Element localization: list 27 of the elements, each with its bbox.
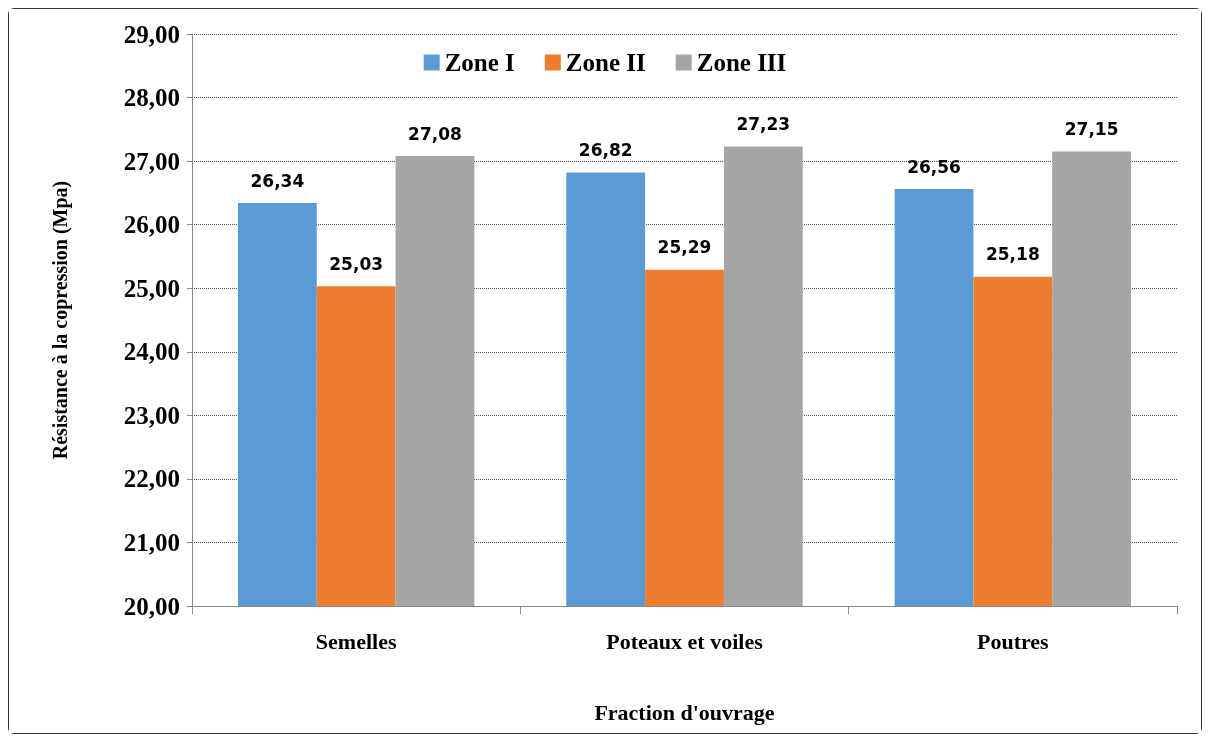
y-tick-label: 26,00 <box>123 211 180 239</box>
legend-label: Zone II <box>565 49 646 76</box>
y-axis-title: Résistance à la copression (Mpa) <box>49 180 72 460</box>
data-label: 25,29 <box>657 237 712 258</box>
data-label: 25,18 <box>985 244 1040 265</box>
y-tick-label: 28,00 <box>123 84 180 112</box>
data-label: 27,23 <box>736 113 791 134</box>
y-tick-label: 23,00 <box>123 401 180 429</box>
y-tick-label: 29,00 <box>123 20 180 48</box>
data-label: 25,03 <box>329 253 384 274</box>
x-tick-label: Semelles <box>315 628 397 654</box>
x-tick-label: Poteaux et voiles <box>606 628 764 654</box>
y-tick-label: 22,00 <box>123 465 180 493</box>
y-tick-label: 24,00 <box>123 338 180 366</box>
data-label: 26,56 <box>907 156 961 177</box>
data-label: 27,15 <box>1064 119 1119 140</box>
y-tick-label: 27,00 <box>123 147 180 175</box>
x-tick-label: Poutres <box>976 628 1050 654</box>
legend-label: Zone III <box>696 49 787 76</box>
y-tick-label: 20,00 <box>123 592 180 620</box>
y-tick-label: 25,00 <box>123 274 180 302</box>
data-label: 27,08 <box>408 123 462 144</box>
data-label: 26,82 <box>578 140 633 161</box>
x-axis-title: Fraction d'ouvrage <box>594 699 775 725</box>
legend-label: Zone I <box>444 49 515 76</box>
y-tick-label: 21,00 <box>123 528 180 556</box>
data-label: 26,34 <box>250 170 305 191</box>
